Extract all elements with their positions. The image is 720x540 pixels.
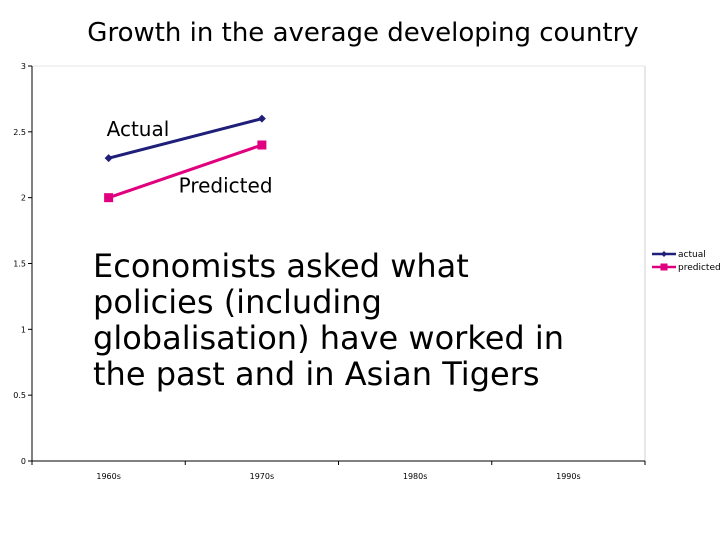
overlay-line-1: Economists asked what [93, 247, 469, 285]
x-tick-label: 1970s [250, 472, 275, 481]
series-line-actual [108, 117, 263, 160]
legend-label-actual: actual [678, 250, 706, 260]
y-tick-label: 2.5 [13, 128, 26, 137]
legend-label-predicted: predicted [678, 263, 720, 273]
y-tick-label: 0.5 [13, 391, 26, 400]
y-tick-label: 0 [21, 457, 26, 466]
y-tick-label: 1.5 [13, 260, 26, 269]
overlay-line-2: policies (including [93, 283, 382, 321]
y-tick-label: 2 [21, 194, 26, 203]
legend-marker-predicted [660, 263, 668, 271]
slide-title: Growth in the average developing country [87, 18, 639, 48]
annotation-actual: Actual [107, 117, 170, 141]
legend-marker-actual [661, 251, 667, 257]
x-tick-label: 1990s [556, 472, 581, 481]
y-tick-label: 1 [21, 325, 26, 334]
series-line-predicted [108, 143, 263, 200]
overlay-text: Economists asked what policies (includin… [93, 248, 593, 392]
data-point-actual [257, 114, 266, 123]
data-point-predicted [257, 140, 267, 150]
x-tick-label: 1960s [96, 472, 121, 481]
overlay-line-4: the past and in Asian Tigers [93, 355, 540, 393]
y-tick-label: 3 [21, 62, 26, 71]
overlay-line-3: globalisation) have worked in [93, 319, 565, 357]
data-point-predicted [104, 193, 114, 203]
annotation-predicted: Predicted [179, 174, 273, 198]
x-tick-label: 1980s [403, 472, 428, 481]
data-point-actual [104, 154, 113, 163]
